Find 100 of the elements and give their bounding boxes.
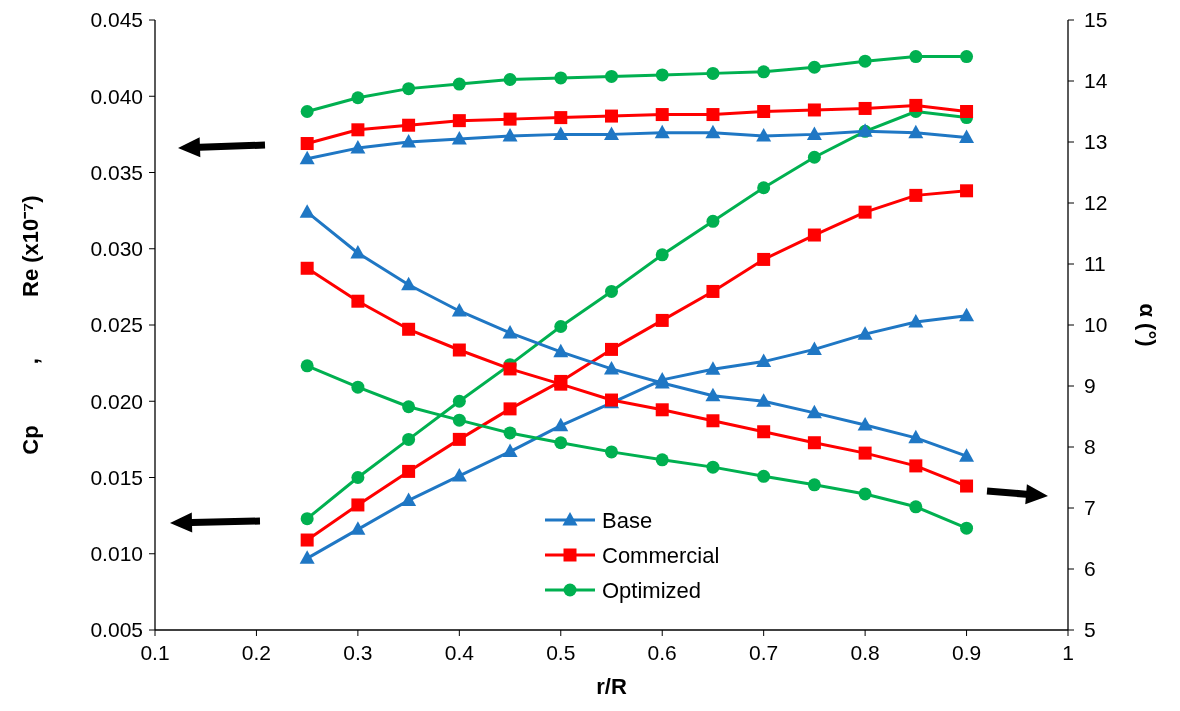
y-tick-label: 0.015 bbox=[90, 465, 143, 489]
point bbox=[756, 127, 772, 142]
point bbox=[502, 324, 518, 339]
point bbox=[503, 426, 517, 440]
point bbox=[757, 105, 771, 118]
point bbox=[655, 313, 669, 327]
y-tick-label: 0.045 bbox=[90, 8, 143, 32]
y-tick-label: 0.005 bbox=[90, 618, 143, 642]
y2-tick-label: 13 bbox=[1084, 130, 1108, 154]
point bbox=[299, 550, 315, 564]
point bbox=[351, 498, 365, 512]
point bbox=[452, 394, 466, 408]
point bbox=[655, 453, 669, 467]
x-tick-label: 0.5 bbox=[546, 641, 576, 664]
point bbox=[858, 54, 872, 68]
legend-label: Optimized bbox=[602, 577, 702, 603]
y2-axis-title: α (°) bbox=[1135, 303, 1160, 347]
point bbox=[757, 252, 771, 266]
point bbox=[605, 342, 618, 356]
point bbox=[299, 150, 315, 165]
point bbox=[451, 467, 467, 482]
x-tick-label: 1 bbox=[1062, 641, 1074, 664]
point bbox=[299, 204, 315, 218]
y2-tick-label: 15 bbox=[1084, 8, 1108, 32]
point bbox=[605, 109, 618, 123]
point bbox=[858, 487, 872, 501]
y2-tick-label: 11 bbox=[1084, 252, 1106, 276]
point bbox=[858, 101, 872, 115]
point bbox=[908, 429, 924, 444]
point bbox=[502, 443, 518, 458]
point bbox=[452, 413, 466, 427]
point bbox=[909, 188, 923, 202]
point bbox=[807, 478, 821, 492]
point bbox=[553, 343, 569, 358]
point bbox=[960, 479, 974, 493]
point bbox=[554, 71, 568, 85]
point bbox=[655, 108, 669, 122]
point bbox=[503, 112, 517, 126]
point bbox=[554, 436, 568, 450]
point bbox=[806, 126, 822, 140]
point bbox=[351, 294, 365, 308]
point bbox=[604, 360, 619, 375]
point bbox=[604, 126, 619, 140]
point bbox=[705, 361, 721, 375]
point bbox=[502, 127, 518, 142]
point bbox=[300, 512, 314, 526]
point bbox=[402, 464, 416, 478]
point bbox=[452, 114, 466, 128]
point bbox=[452, 432, 466, 446]
y2-tick-label: 5 bbox=[1084, 618, 1096, 642]
point bbox=[350, 245, 366, 259]
x-tick-label: 0.7 bbox=[749, 641, 779, 664]
point bbox=[756, 353, 772, 368]
point bbox=[757, 469, 771, 483]
y-tick-label: 0.035 bbox=[90, 160, 143, 184]
point bbox=[757, 425, 771, 439]
point bbox=[300, 261, 314, 275]
point bbox=[960, 521, 974, 535]
point bbox=[706, 414, 720, 428]
point bbox=[756, 393, 772, 407]
point bbox=[654, 124, 670, 139]
point bbox=[807, 103, 821, 117]
y2-tick-label: 7 bbox=[1084, 496, 1096, 520]
y-tick-label: 0.010 bbox=[90, 542, 143, 566]
point bbox=[605, 445, 618, 459]
point bbox=[605, 69, 618, 83]
point bbox=[300, 359, 314, 373]
y2-tick-label: 12 bbox=[1084, 191, 1108, 215]
point bbox=[402, 322, 416, 336]
point bbox=[351, 123, 365, 137]
point bbox=[960, 184, 974, 198]
point bbox=[909, 50, 923, 64]
point bbox=[807, 436, 821, 450]
point bbox=[858, 446, 872, 460]
x-axis-title: r/R bbox=[596, 674, 627, 699]
point bbox=[959, 307, 975, 322]
x-tick-label: 0.8 bbox=[850, 641, 880, 664]
point bbox=[554, 111, 568, 125]
point bbox=[452, 77, 466, 91]
point bbox=[706, 66, 720, 80]
point bbox=[705, 387, 721, 402]
y-tick-label: 0.030 bbox=[90, 237, 143, 261]
point bbox=[300, 105, 314, 118]
point bbox=[806, 404, 822, 419]
point bbox=[452, 343, 466, 357]
y-tick-label: 0.020 bbox=[90, 389, 143, 413]
point bbox=[503, 402, 517, 416]
x-tick-label: 0.1 bbox=[140, 641, 170, 664]
point bbox=[757, 181, 771, 195]
point bbox=[909, 98, 923, 112]
point bbox=[706, 214, 720, 228]
point bbox=[908, 124, 924, 139]
y2-tick-label: 6 bbox=[1084, 557, 1096, 581]
point bbox=[553, 417, 569, 432]
point bbox=[451, 130, 467, 145]
legend-label: Commercial bbox=[602, 542, 720, 568]
y-tick-label: 0.040 bbox=[90, 84, 143, 108]
point bbox=[401, 276, 417, 291]
x-tick-label: 0.2 bbox=[241, 641, 272, 664]
point bbox=[807, 150, 821, 164]
